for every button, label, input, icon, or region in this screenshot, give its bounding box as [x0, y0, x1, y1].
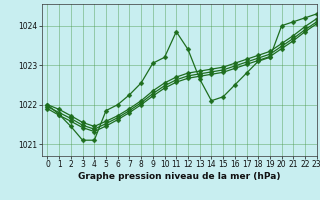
X-axis label: Graphe pression niveau de la mer (hPa): Graphe pression niveau de la mer (hPa) — [78, 172, 280, 181]
